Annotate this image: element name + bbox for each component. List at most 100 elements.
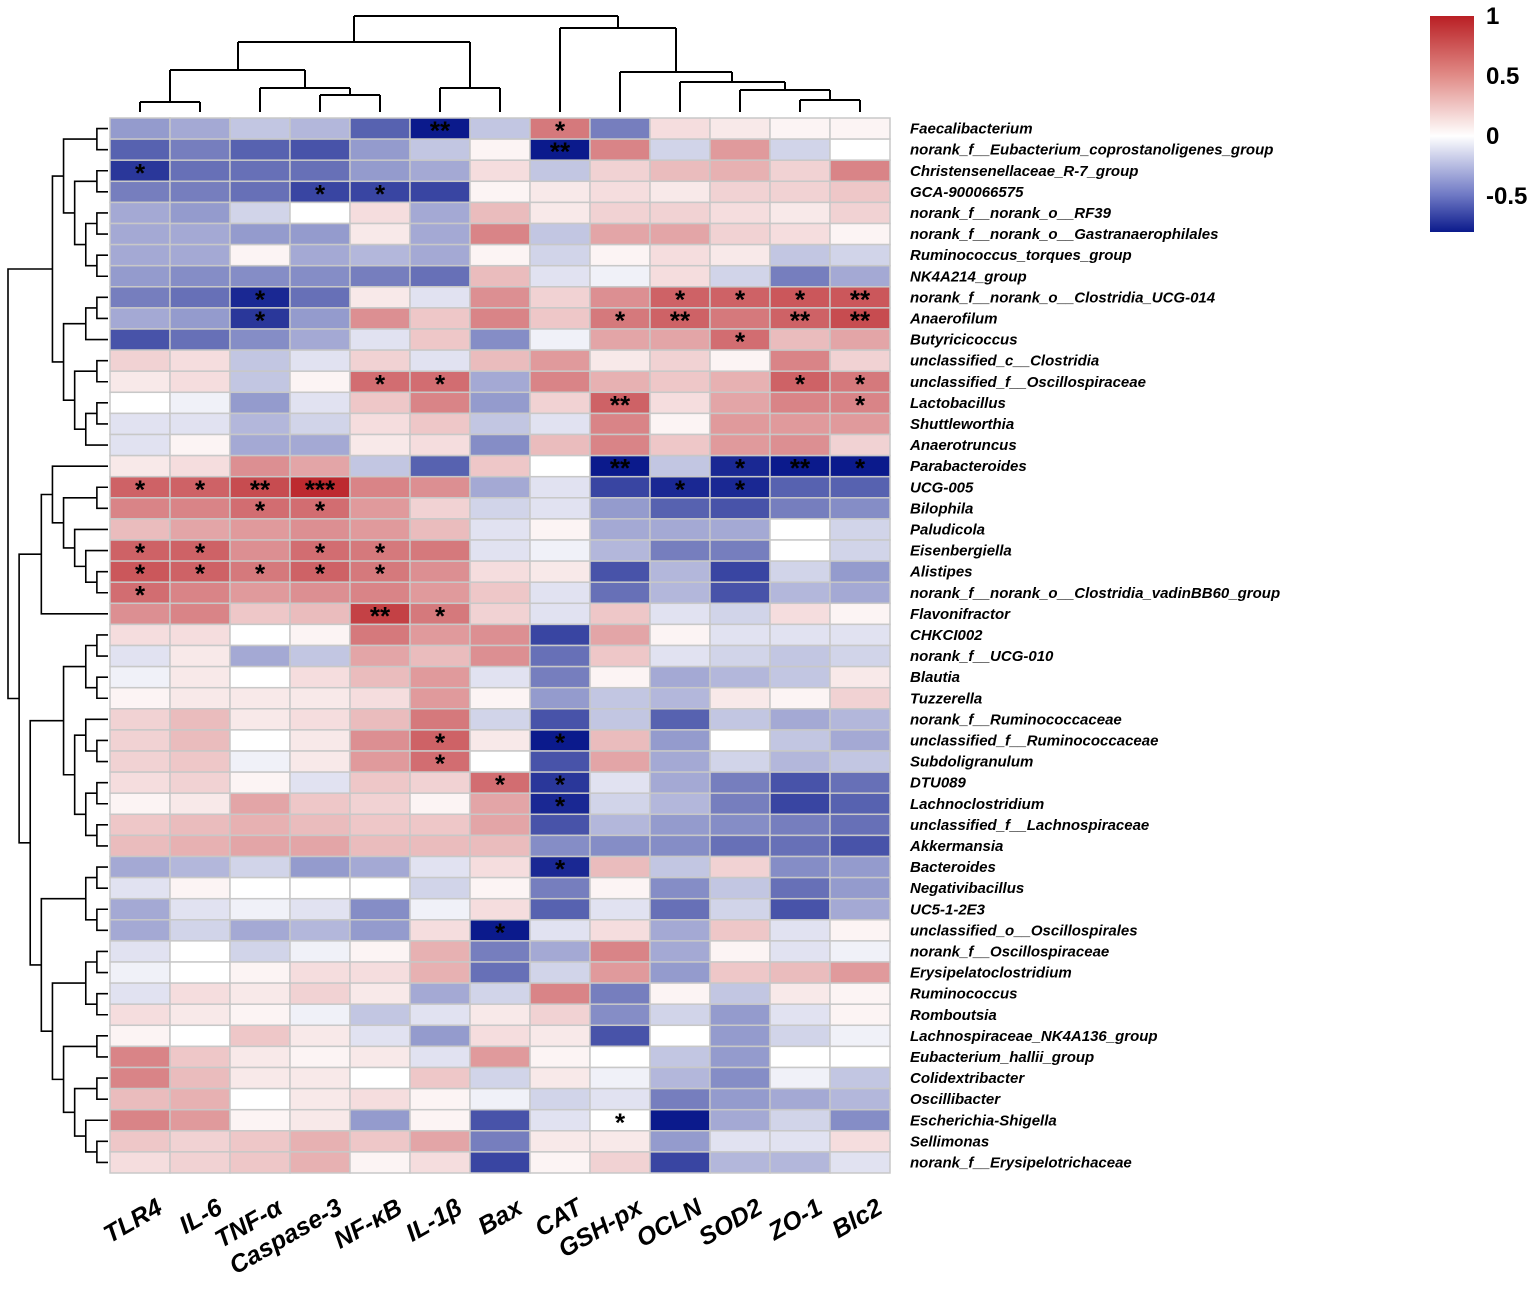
- heatmap-cell: [289, 328, 351, 351]
- significance-marker: *: [555, 791, 566, 821]
- column-label: SOD2: [694, 1193, 767, 1251]
- heatmap-cell: [289, 771, 351, 794]
- significance-marker: **: [550, 137, 571, 167]
- heatmap-cell: [289, 391, 351, 415]
- heatmap-cell: [469, 1130, 531, 1153]
- heatmap-cell: [589, 518, 651, 541]
- row-label: Colidextribacter: [910, 1070, 1025, 1087]
- heatmap-cell: [529, 412, 591, 436]
- heatmap-cell: [289, 1087, 351, 1111]
- heatmap-cell: [829, 497, 891, 520]
- heatmap-cell: [109, 1024, 171, 1048]
- heatmap-cell: [409, 307, 471, 330]
- heatmap-cell: [229, 708, 291, 731]
- heatmap-cell: [649, 1087, 711, 1111]
- heatmap-cell: [469, 117, 531, 140]
- heatmap-cell: [469, 644, 531, 668]
- heatmap-cell: [349, 919, 411, 942]
- heatmap-cell: [769, 813, 831, 837]
- heatmap-cell: [169, 729, 231, 752]
- heatmap-cell: [469, 180, 531, 204]
- significance-marker: *: [195, 474, 206, 504]
- heatmap-cell: [109, 328, 171, 351]
- heatmap-cell: [109, 897, 171, 921]
- heatmap-cell: [529, 475, 591, 499]
- heatmap-cell: [109, 961, 171, 984]
- row-label: Lachnoclostridium: [910, 796, 1044, 813]
- heatmap-cell: [349, 475, 411, 499]
- heatmap-cell: [589, 982, 651, 1005]
- heatmap-cell: [769, 539, 831, 562]
- heatmap-cell: [589, 771, 651, 794]
- row-label: Ruminococcus_torques_group: [910, 247, 1132, 264]
- heatmap-cell: [709, 940, 771, 963]
- heatmap-cell: [409, 1130, 471, 1153]
- heatmap-cell: [709, 1045, 771, 1069]
- heatmap-cell: [709, 876, 771, 900]
- row-label: norank_f__UCG-010: [910, 648, 1054, 665]
- heatmap-cell: [409, 328, 471, 351]
- heatmap-cell: [709, 602, 771, 626]
- heatmap-cell: [109, 982, 171, 1005]
- row-label: Eubacterium_hallii_group: [910, 1049, 1094, 1066]
- heatmap-cell: [109, 708, 171, 731]
- heatmap-cell: [109, 1003, 171, 1027]
- row-dendrogram-branch: [73, 1087, 97, 1137]
- heatmap-cell: [289, 708, 351, 731]
- heatmap-cell: [769, 138, 831, 161]
- heatmap-cell: [529, 539, 591, 562]
- heatmap-cell: [289, 1003, 351, 1027]
- row-label: Blautia: [910, 669, 960, 686]
- heatmap-cell: [409, 813, 471, 837]
- heatmap-cell: [769, 792, 831, 816]
- heatmap-cell: [409, 264, 471, 288]
- heatmap-cell: [409, 1066, 471, 1090]
- significance-marker: *: [795, 369, 806, 399]
- heatmap-cell: [289, 686, 351, 710]
- heatmap-cell: [409, 792, 471, 816]
- row-dendrogram-branch: [73, 180, 97, 246]
- heatmap-cell: [589, 201, 651, 225]
- heatmap-cell: [709, 1066, 771, 1090]
- heatmap-cell: [109, 243, 171, 267]
- heatmap-cell: [589, 729, 651, 752]
- col-dendrogram-branch: [139, 101, 201, 112]
- heatmap-cell: [349, 961, 411, 984]
- row-dendrogram-branch: [84, 876, 97, 921]
- significance-marker: **: [610, 453, 631, 483]
- heatmap-cell: [829, 1151, 891, 1174]
- row-dendrogram-branch: [84, 549, 108, 583]
- heatmap-cell: [289, 264, 351, 288]
- heatmap-cell: [769, 919, 831, 942]
- significance-marker: *: [555, 854, 566, 884]
- heatmap-cell: [649, 349, 711, 372]
- heatmap-cell: [649, 518, 711, 541]
- heatmap-cell: [769, 222, 831, 246]
- heatmap-cell: [469, 1024, 531, 1048]
- significance-marker: *: [555, 116, 566, 146]
- heatmap-cell: [829, 138, 891, 161]
- heatmap-cell: [109, 771, 171, 794]
- heatmap-cell: [649, 1024, 711, 1048]
- row-label: unclassified_f__Ruminococcaceae: [910, 732, 1158, 749]
- heatmap-cell: [289, 286, 351, 309]
- heatmap-cell: [109, 813, 171, 837]
- row-dendrogram-branch: [96, 402, 108, 425]
- heatmap-cell: [469, 560, 531, 583]
- row-dendrogram-branch: [73, 370, 97, 431]
- heatmap-cell: [529, 686, 591, 710]
- heatmap-cell: [649, 201, 711, 225]
- heatmap-cell: [709, 855, 771, 879]
- heatmap-cell: [589, 180, 651, 204]
- heatmap-cell: [349, 855, 411, 879]
- heatmap-cell: [829, 222, 891, 246]
- significance-marker: *: [555, 727, 566, 757]
- heatmap-cell: [109, 391, 171, 415]
- heatmap-cell: [529, 961, 591, 984]
- heatmap-cell: [229, 602, 291, 626]
- heatmap-cell: [229, 750, 291, 773]
- row-label: Bilophila: [910, 500, 973, 517]
- heatmap-cell: [229, 370, 291, 394]
- heatmap-cell: [349, 644, 411, 668]
- heatmap-cell: [529, 1087, 591, 1111]
